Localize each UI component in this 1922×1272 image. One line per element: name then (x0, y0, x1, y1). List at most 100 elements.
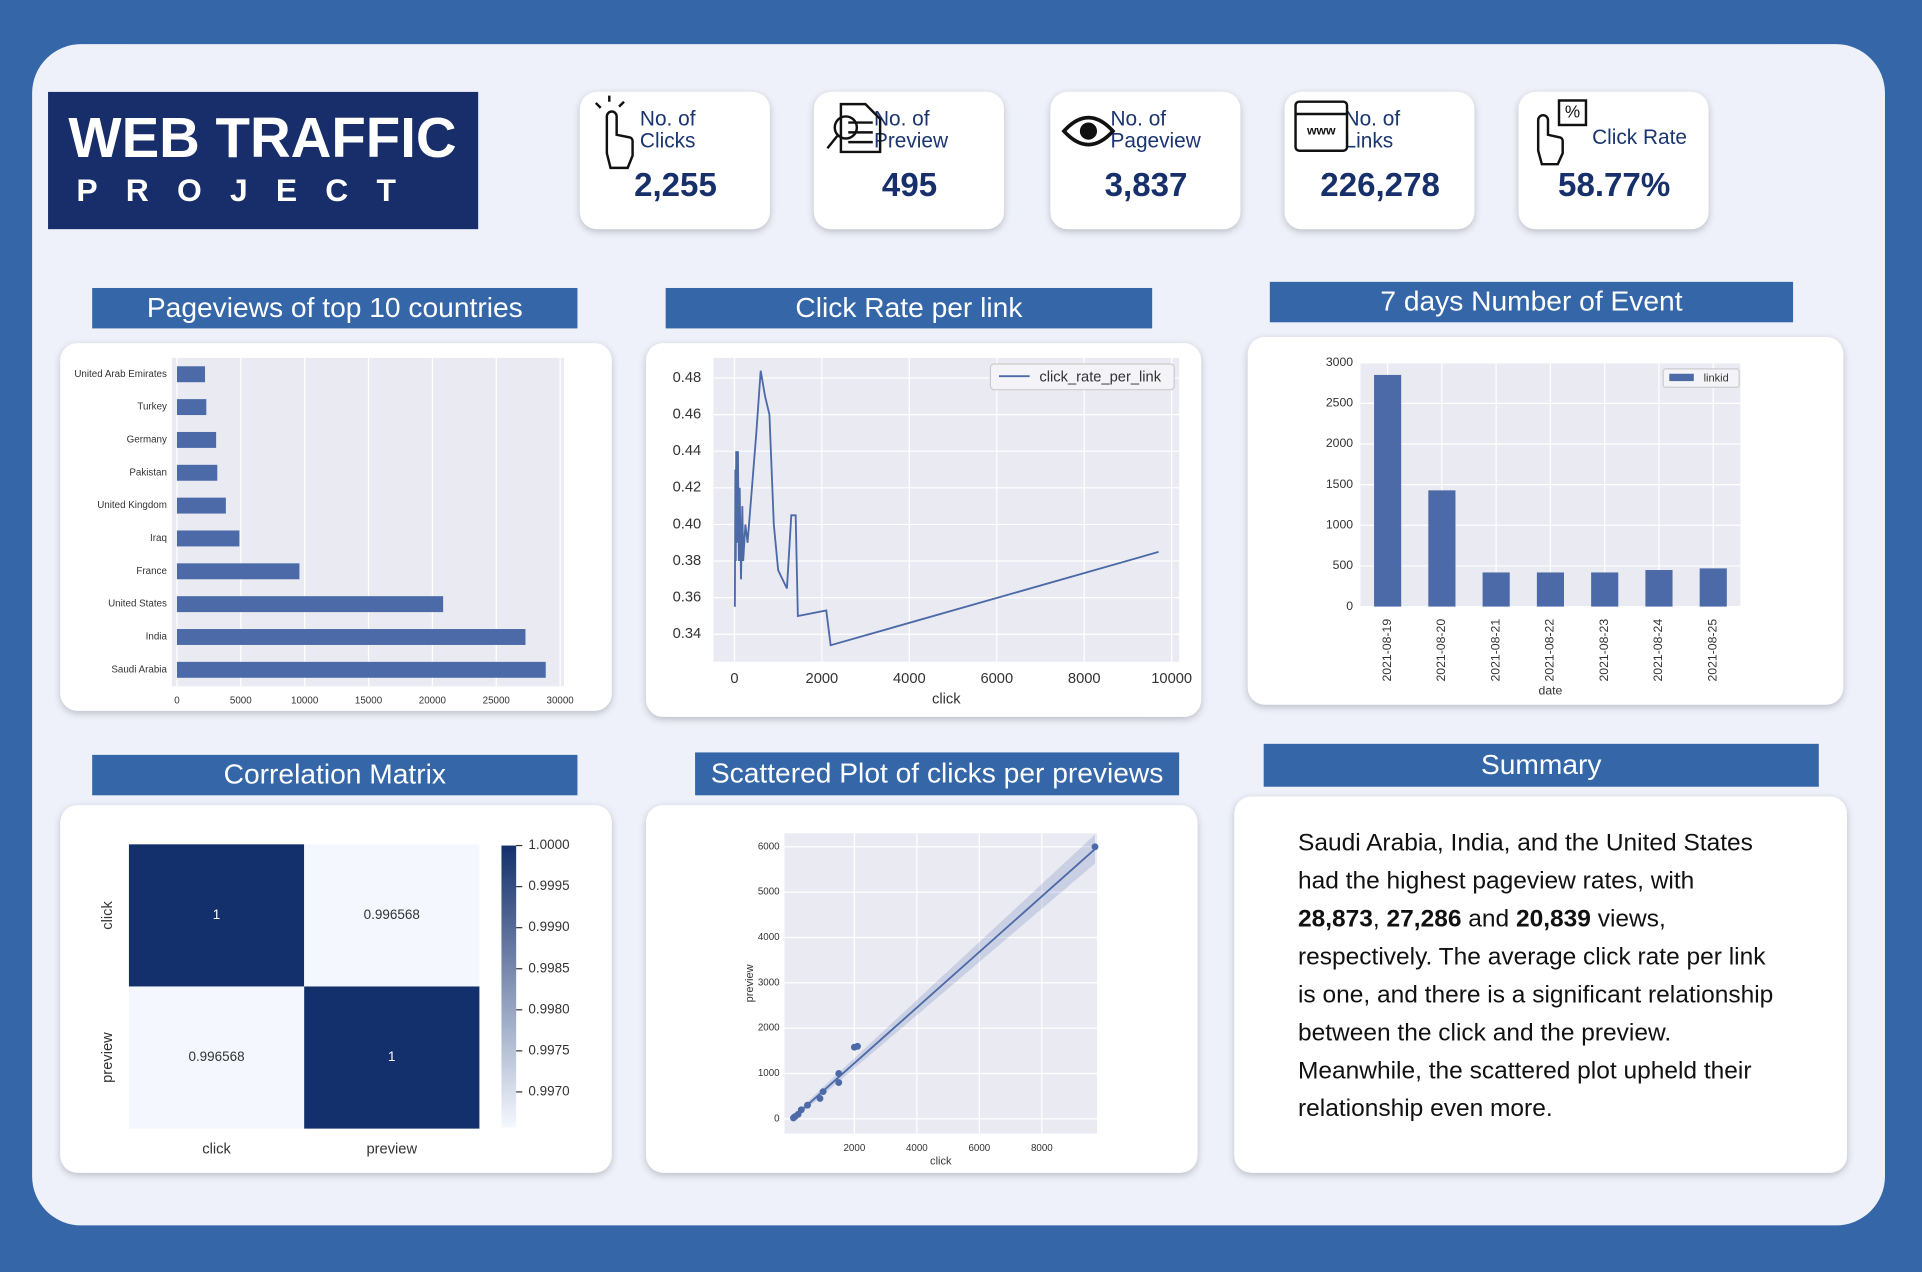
kpi-card (579, 91, 770, 230)
kpi-value: 58.77% (1558, 167, 1670, 204)
x-tick-label: 4000 (906, 1143, 928, 1154)
heatmap-cell (304, 986, 480, 1129)
x-tick-label: 20000 (419, 696, 447, 707)
bar (1645, 570, 1673, 607)
summary-line: had the highest pageview rates, with (1298, 868, 1694, 895)
header-box (48, 91, 479, 230)
x-tick-label: 6000 (968, 1143, 990, 1154)
colorbar (501, 845, 517, 1128)
x-tick-label: 2021-08-21 (1488, 619, 1502, 682)
legend-label: click_rate_per_link (1039, 369, 1161, 385)
y-tick-label: 0 (1346, 599, 1353, 613)
x-axis-label: click (930, 1156, 952, 1168)
cell-label: 1 (213, 907, 221, 922)
y-tick-label: United Kingdom (97, 500, 167, 511)
bar (1591, 572, 1619, 607)
icon-eye (1061, 115, 1116, 147)
kpi-value: 3,837 (1105, 167, 1188, 204)
plot-background (713, 357, 1180, 662)
panel-title: Correlation Matrix (224, 758, 446, 790)
y-tick-label: 0.44 (673, 443, 702, 459)
bar (1699, 568, 1727, 607)
x-tick-label: 2000 (843, 1143, 865, 1154)
point (835, 1079, 843, 1086)
y-tick-label: India (146, 632, 168, 643)
y-axis-label: preview (744, 964, 756, 1002)
x-tick-label: 10000 (1151, 671, 1192, 687)
cell-label: 0.996568 (364, 907, 420, 922)
kpi-value: 2,255 (634, 167, 717, 204)
y-tick-label: 2000 (758, 1023, 780, 1034)
bar (176, 563, 300, 580)
kpi-card (1518, 91, 1709, 230)
bar (1536, 572, 1565, 607)
x-tick-label: 2021-08-25 (1705, 619, 1719, 682)
point (1091, 843, 1099, 851)
y-tick-label: Iraq (150, 533, 167, 544)
x-tick-label: 8000 (1068, 671, 1101, 687)
colorbar-tick-label: 1.0000 (528, 837, 569, 852)
kpi-label: Click Rate (1592, 126, 1687, 149)
icon-lens-handle (826, 135, 839, 150)
y-tick-label: 1000 (1326, 518, 1353, 532)
summary-segment: is one, and there is a significant relat… (1298, 982, 1773, 1009)
x-tick-label: 2021-08-24 (1651, 619, 1665, 682)
bar (176, 464, 218, 481)
bar (176, 661, 546, 678)
icon-window (1294, 100, 1349, 152)
bar (176, 629, 526, 645)
panel-title-bar (695, 752, 1180, 796)
y-tick-label: Pakistan (129, 467, 167, 478)
summary-segment: Saudi Arabia, India, and the United Stat… (1298, 830, 1753, 857)
summary-segment: between the click and the preview. (1298, 1020, 1671, 1047)
colorbar-tick-label: 0.9990 (528, 919, 569, 934)
summary-segment: respectively. The average click rate per… (1298, 944, 1766, 971)
x-tick-label: 4000 (893, 671, 926, 687)
y-tick-label: 2500 (1326, 396, 1353, 410)
kpi-label: No. of (874, 108, 930, 131)
x-tick-label: 2021-08-22 (1543, 619, 1557, 682)
panel-title-bar (92, 754, 578, 796)
kpi-label: Links (1345, 130, 1394, 153)
y-tick-label: 0.38 (673, 553, 702, 569)
header-subtitle: PROJECT (76, 172, 424, 208)
y-tick-label: 6000 (758, 841, 780, 852)
kpi-card (1284, 91, 1475, 230)
header-title: WEB TRAFFIC (68, 106, 456, 169)
kpi-label: Preview (874, 130, 949, 153)
panel-title-bar (92, 287, 578, 329)
y-tick-label: 4000 (758, 932, 780, 943)
y-tick-label: 0 (774, 1113, 780, 1124)
y-tick-label: preview (100, 1032, 116, 1083)
panel-title-bar (665, 287, 1153, 329)
icon-click (594, 95, 634, 170)
confidence-band (791, 834, 1095, 1122)
bar (176, 431, 217, 448)
panel-title: Scattered Plot of clicks per previews (711, 757, 1163, 789)
point (819, 1088, 827, 1096)
colorbar-tick-label: 0.9970 (528, 1083, 569, 1098)
icon-lens (833, 115, 859, 140)
summary-line: 28,873, 27,286 and 20,839 views, (1298, 906, 1666, 933)
bar (1482, 572, 1510, 607)
x-axis-label: date (1539, 683, 1563, 697)
icon-percent: % (1565, 101, 1580, 121)
icon-percent-box (1557, 99, 1588, 127)
bar (176, 399, 207, 416)
summary-segment: views, (1591, 906, 1666, 933)
x-tick-label: 30000 (547, 696, 575, 707)
heatmap-cell (128, 986, 305, 1129)
x-axis-label: click (932, 692, 961, 708)
y-tick-label: United States (108, 599, 167, 610)
line (733, 370, 1159, 647)
icon-pupil (1079, 122, 1098, 140)
summary-line: respectively. The average click rate per… (1298, 944, 1766, 971)
summary-line: Meanwhile, the scattered plot upheld the… (1298, 1058, 1752, 1085)
heatmap-cell (128, 844, 305, 987)
x-tick-label: 0 (730, 671, 738, 687)
colorbar-tick-label: 0.9975 (528, 1042, 569, 1057)
summary-segment: 28,873 (1298, 906, 1373, 933)
x-tick-label: preview (366, 1141, 417, 1157)
x-tick-label: 6000 (980, 671, 1013, 687)
